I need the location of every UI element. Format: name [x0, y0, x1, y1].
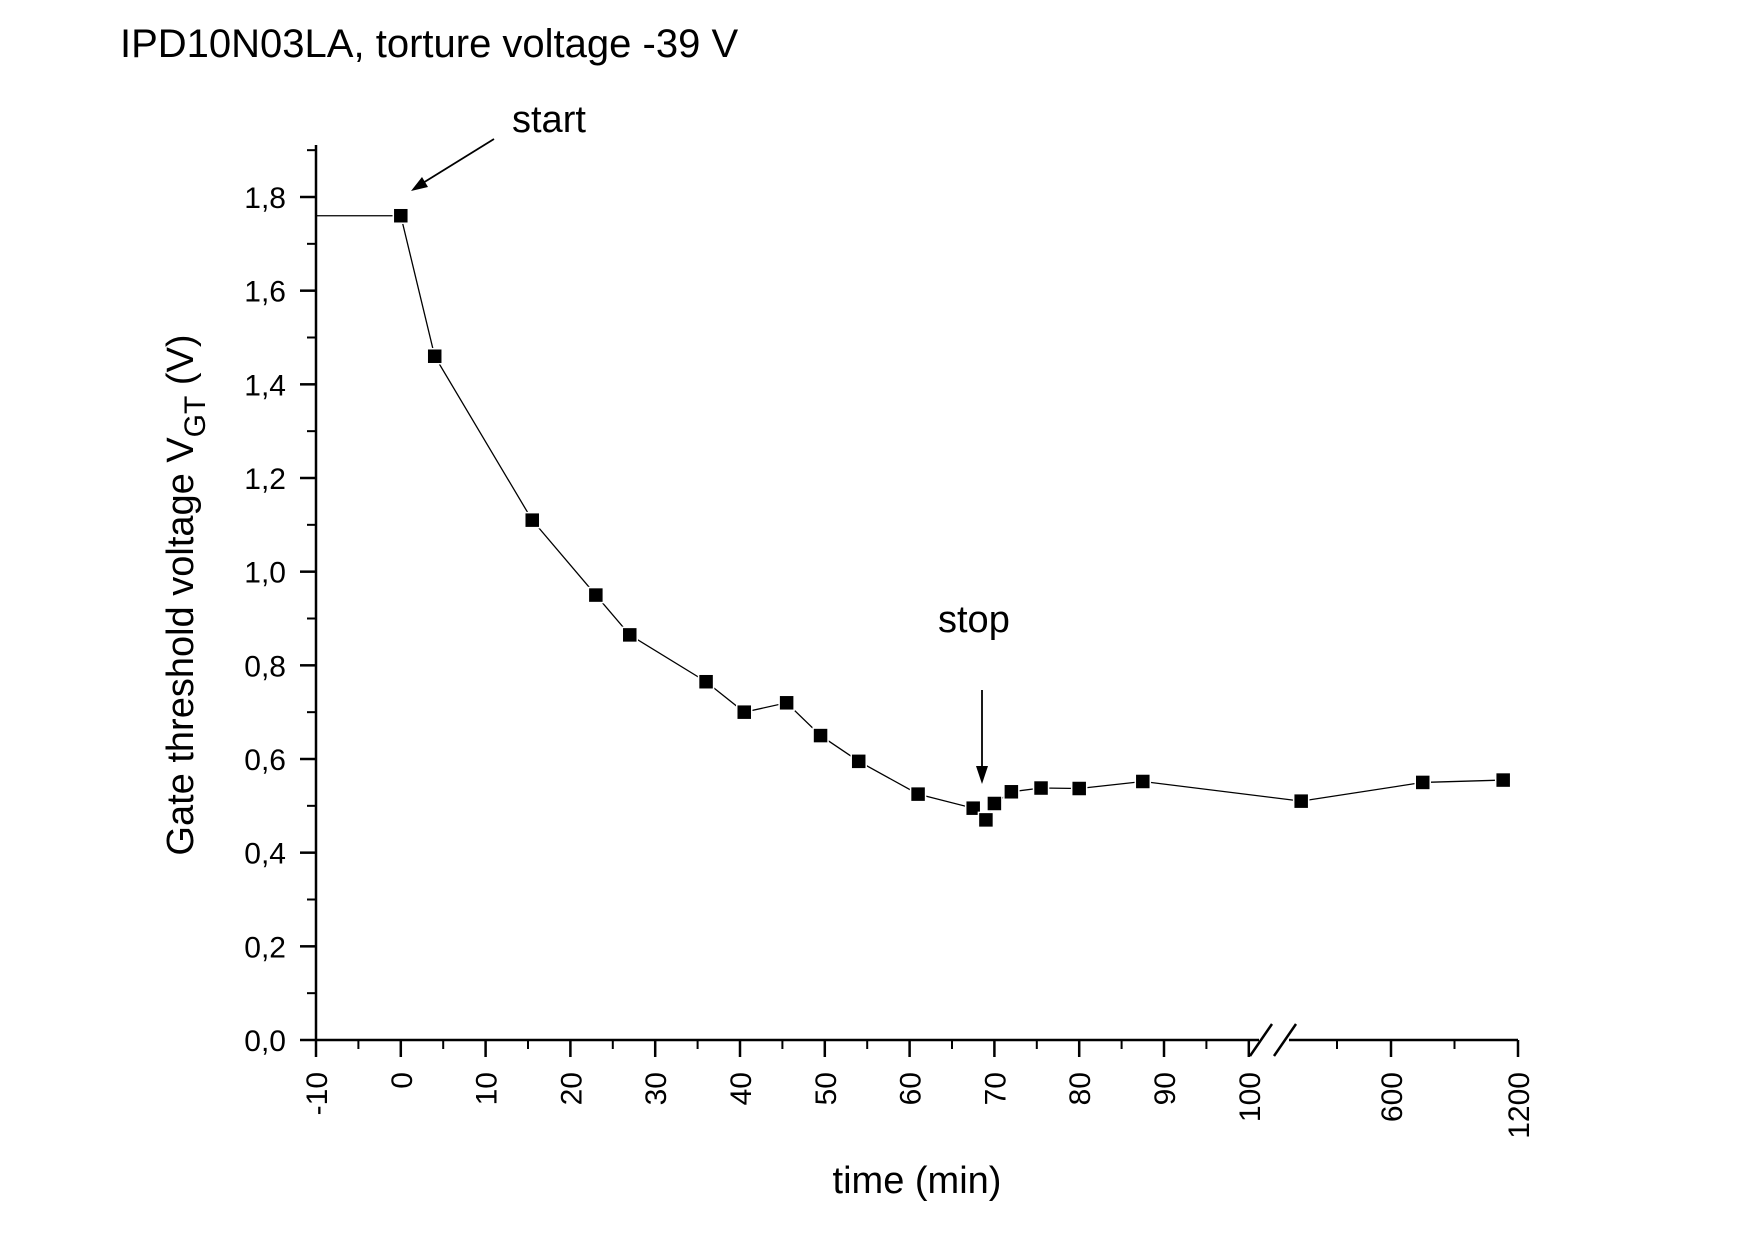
y-tick-label: 1,4 [244, 369, 286, 402]
axis-break-mark [1272, 1023, 1298, 1057]
y-axis-title-subscript: GT [179, 396, 212, 438]
y-tick-label: 1,8 [244, 182, 286, 215]
data-point [1494, 771, 1512, 789]
chart-title: IPD10N03LA, torture voltage -39 V [120, 22, 738, 66]
data-point [1292, 792, 1310, 810]
data-point [1134, 773, 1152, 790]
y-tick-label: 0,0 [244, 1025, 286, 1058]
y-tick-label: 0,8 [244, 650, 286, 683]
data-point [1070, 780, 1088, 797]
data-point [697, 673, 715, 690]
data-point [426, 347, 443, 365]
x-ticks: -10 0 10 20 30 40 50 60 70 80 90 100 600 1200 [301, 1040, 1536, 1139]
data-point [986, 795, 1003, 812]
start-arrow-shaft [417, 138, 495, 187]
data-series [316, 207, 1512, 829]
y-ticks: 0,0 0,2 0,4 0,6 0,8 1,0 1,2 1,4 1,6 1,8 [244, 149, 316, 1058]
y-tick-label: 1,0 [244, 557, 286, 590]
x-tick-label: 50 [810, 1072, 843, 1105]
annotations: start stop [411, 99, 1010, 784]
y-tick-label: 0,4 [244, 838, 286, 871]
data-point [812, 727, 829, 744]
x-tick-label: 70 [979, 1072, 1012, 1105]
data-point [778, 694, 795, 712]
data-point [1032, 779, 1050, 797]
axis-break-mark [1248, 1023, 1274, 1057]
axes [314, 145, 1518, 1057]
x-tick-label: 60 [895, 1072, 928, 1105]
x-tick-label: 1200 [1503, 1072, 1536, 1139]
start-label: start [512, 99, 586, 141]
x-tick-label: 40 [725, 1072, 758, 1105]
x-tick-label: 30 [640, 1072, 673, 1105]
x-tick-label: 600 [1376, 1072, 1409, 1122]
x-tick-label: 80 [1064, 1072, 1097, 1105]
stop-label: stop [938, 599, 1010, 641]
data-point [964, 799, 982, 817]
y-axis-title-main: Gate threshold voltage V [160, 437, 202, 856]
data-point [977, 811, 995, 829]
data-point [909, 785, 927, 803]
y-tick-label: 0,2 [244, 931, 286, 964]
data-point [735, 703, 753, 721]
stop-arrow-head [976, 766, 988, 784]
y-axis-title: Gate threshold voltage VGT (V) [160, 334, 212, 855]
y-tick-label: 1,6 [244, 276, 286, 309]
data-point [392, 207, 410, 224]
x-tick-label: -10 [301, 1072, 334, 1115]
x-tick-label: 20 [555, 1072, 588, 1105]
data-point [1003, 783, 1020, 801]
data-point [1414, 774, 1431, 791]
x-tick-label: 100 [1234, 1072, 1267, 1122]
data-point [621, 626, 639, 644]
x-axis-title: time (min) [833, 1160, 1002, 1202]
x-tick-label: 0 [386, 1072, 419, 1089]
data-point [850, 753, 867, 770]
series-line [400, 215, 1504, 821]
data-point [523, 511, 541, 529]
x-tick-label: 90 [1149, 1072, 1182, 1105]
data-point [587, 586, 605, 604]
y-tick-label: 0,6 [244, 744, 286, 777]
y-axis-title-unit: (V) [160, 334, 202, 395]
start-arrow-head [411, 177, 428, 191]
y-tick-label: 1,2 [244, 463, 286, 496]
x-tick-label: 10 [471, 1072, 504, 1105]
